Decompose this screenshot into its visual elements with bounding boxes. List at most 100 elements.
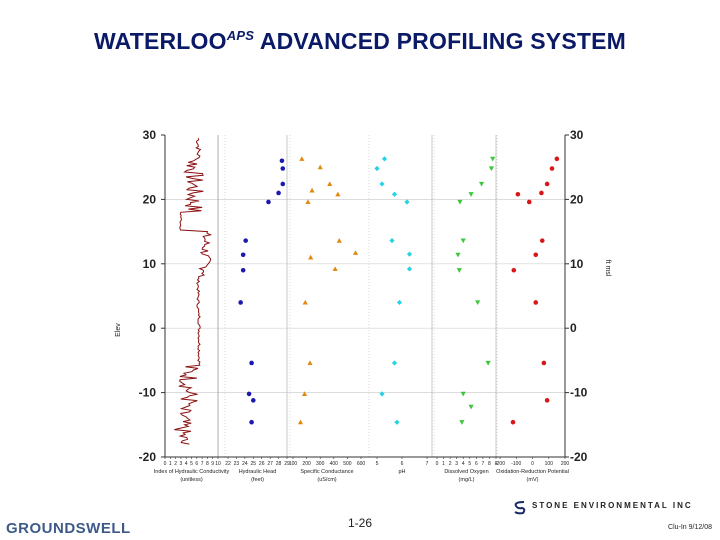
x-tick-label: 9 bbox=[495, 461, 498, 467]
orp-point bbox=[510, 419, 516, 425]
y-axis-label-right: ft msl bbox=[604, 260, 611, 277]
x-tick-label: 100 bbox=[545, 461, 554, 467]
y-tick-label-left: 10 bbox=[143, 257, 157, 271]
specific_conductance-point bbox=[309, 187, 315, 193]
dissolved_oxygen-point bbox=[468, 404, 474, 410]
y-tick-label-right: -20 bbox=[570, 450, 588, 464]
x-tick-label: 400 bbox=[330, 461, 339, 467]
x-axis-unit-label: (feet) bbox=[251, 477, 264, 483]
hydraulic_head-point bbox=[249, 419, 254, 425]
orp-point bbox=[539, 238, 545, 243]
x-tick-label: 2 bbox=[174, 461, 177, 467]
y-tick-label-left: 20 bbox=[143, 192, 157, 206]
x-tick-label: 200 bbox=[302, 461, 311, 467]
x-tick-label: 3 bbox=[180, 461, 183, 467]
dissolved_oxygen-point bbox=[490, 156, 496, 162]
hydraulic_head-point bbox=[246, 391, 252, 397]
orp-point bbox=[541, 360, 547, 366]
x-axis-unit-label: (unitless) bbox=[180, 477, 202, 483]
x-tick-label: 7 bbox=[201, 461, 204, 467]
specific_conductance-point bbox=[317, 164, 323, 170]
specific_conductance-point bbox=[332, 266, 338, 272]
x-tick-label: 10 bbox=[215, 461, 221, 467]
title-superscript: APS bbox=[226, 28, 255, 43]
x-axis-unit-label: (mV) bbox=[527, 477, 539, 483]
x-tick-label: 0 bbox=[164, 461, 167, 467]
company-name: STONE ENVIRONMENTAL INC bbox=[532, 501, 693, 510]
specific_conductance-point bbox=[336, 238, 342, 243]
x-tick-label: 24 bbox=[242, 461, 248, 467]
y-tick-label-left: -20 bbox=[139, 450, 157, 464]
specific_conductance-point bbox=[301, 391, 308, 396]
ph-point bbox=[391, 191, 398, 197]
ph-point bbox=[406, 266, 413, 272]
footer-credit: Clu-In 9/12/08 bbox=[668, 524, 712, 531]
x-axis-label: Dissolved Oxygen bbox=[444, 469, 488, 475]
hydraulic_head-point bbox=[238, 300, 243, 305]
x-tick-label: 6 bbox=[475, 461, 478, 467]
x-tick-label: 5 bbox=[190, 461, 193, 467]
x-tick-label: 1 bbox=[169, 461, 172, 467]
x-tick-label: 7 bbox=[426, 461, 429, 467]
x-tick-label: 500 bbox=[343, 461, 352, 467]
ihc-profile-line bbox=[174, 138, 213, 445]
ph-point bbox=[396, 299, 403, 306]
dissolved_oxygen-point bbox=[478, 181, 485, 187]
x-tick-label: 4 bbox=[462, 461, 465, 467]
y-tick-label-right: -10 bbox=[570, 386, 588, 400]
x-tick-label: 29 bbox=[284, 461, 290, 467]
orp-point bbox=[526, 199, 532, 205]
y-tick-label-right: 20 bbox=[570, 192, 584, 206]
dissolved_oxygen-point bbox=[475, 300, 481, 306]
hydraulic_head-point bbox=[240, 267, 246, 273]
x-tick-label: 6 bbox=[195, 461, 198, 467]
groundswell-logo: GROUNDSWELL bbox=[6, 520, 131, 537]
specific_conductance-point bbox=[307, 360, 313, 366]
dissolved_oxygen-point bbox=[468, 192, 474, 197]
x-axis-label: Hydraulic Head bbox=[239, 469, 277, 475]
x-tick-label: 27 bbox=[267, 461, 273, 467]
x-tick-label: -100 bbox=[511, 461, 521, 467]
dissolved_oxygen-point bbox=[456, 268, 462, 273]
specific_conductance-point bbox=[308, 254, 314, 260]
specific_conductance-point bbox=[297, 419, 304, 425]
page-title: WATERLOOAPS ADVANCED PROFILING SYSTEM bbox=[93, 28, 627, 54]
x-tick-label: 6 bbox=[401, 461, 404, 467]
hydraulic_head-point bbox=[280, 181, 286, 187]
x-axis-label: Oxidation-Reduction Potential bbox=[496, 469, 569, 475]
page-number: 1-26 bbox=[347, 516, 373, 530]
x-axis-unit-label: (mg/L) bbox=[459, 477, 475, 483]
y-tick-label-right: 30 bbox=[570, 128, 584, 142]
orp-point bbox=[511, 267, 517, 273]
orp-point bbox=[549, 166, 555, 171]
orp-point bbox=[533, 252, 539, 258]
x-tick-label: 100 bbox=[289, 461, 298, 467]
x-tick-label: 300 bbox=[316, 461, 325, 467]
hydraulic_head-point bbox=[280, 166, 286, 171]
orp-point bbox=[544, 398, 550, 403]
ph-point bbox=[404, 199, 410, 205]
orp-point bbox=[533, 300, 539, 305]
y-tick-label-right: 0 bbox=[570, 321, 577, 335]
x-tick-label: 8 bbox=[206, 461, 209, 467]
x-axis-label: Index of Hydraulic Conductivity bbox=[154, 469, 230, 475]
ph-point bbox=[381, 156, 388, 162]
x-tick-label: 0 bbox=[436, 461, 439, 467]
hydraulic_head-point bbox=[266, 199, 271, 205]
orp-point bbox=[554, 156, 560, 162]
x-tick-label: -200 bbox=[495, 461, 505, 467]
x-tick-label: 2 bbox=[449, 461, 452, 467]
specific_conductance-point bbox=[302, 299, 308, 305]
x-tick-label: 8 bbox=[488, 461, 491, 467]
x-axis-unit-label: (uS/cm) bbox=[317, 477, 336, 483]
x-axis-label: pH bbox=[398, 469, 405, 475]
x-tick-label: 600 bbox=[357, 461, 366, 467]
orp-point bbox=[539, 190, 544, 196]
y-tick-label-left: -10 bbox=[139, 386, 157, 400]
specific_conductance-point bbox=[299, 156, 305, 161]
x-tick-label: 5 bbox=[468, 461, 471, 467]
stone-environmental-logo bbox=[512, 500, 527, 515]
ph-point bbox=[374, 165, 380, 172]
x-tick-label: 4 bbox=[185, 461, 188, 467]
y-axis-label-left: Elev bbox=[115, 323, 122, 337]
